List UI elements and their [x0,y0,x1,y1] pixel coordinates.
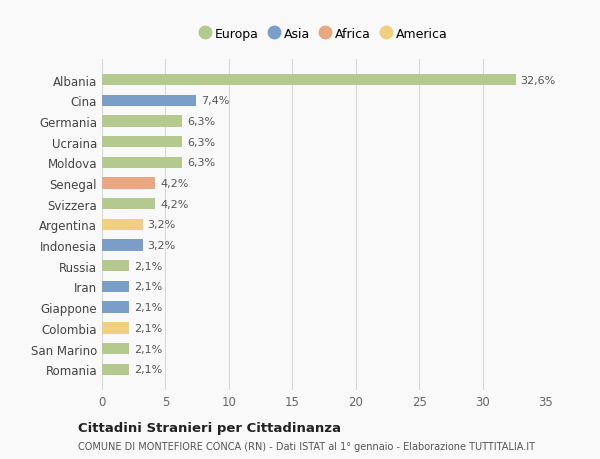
Text: 7,4%: 7,4% [201,96,229,106]
Bar [102,261,128,272]
Bar [102,281,128,292]
Bar [102,240,143,251]
Bar [102,75,515,86]
Text: Cittadini Stranieri per Cittadinanza: Cittadini Stranieri per Cittadinanza [78,421,341,434]
Text: COMUNE DI MONTEFIORE CONCA (RN) - Dati ISTAT al 1° gennaio - Elaborazione TUTTIT: COMUNE DI MONTEFIORE CONCA (RN) - Dati I… [78,441,535,451]
Legend: Europa, Asia, Africa, America: Europa, Asia, Africa, America [195,23,453,46]
Text: 2,1%: 2,1% [134,282,162,292]
Text: 3,2%: 3,2% [148,241,176,251]
Text: 4,2%: 4,2% [160,199,189,209]
Text: 2,1%: 2,1% [134,344,162,354]
Bar [102,364,128,375]
Bar [102,302,128,313]
Bar [102,199,155,210]
Text: 2,1%: 2,1% [134,261,162,271]
Text: 2,1%: 2,1% [134,302,162,313]
Bar [102,157,182,168]
Text: 3,2%: 3,2% [148,220,176,230]
Text: 2,1%: 2,1% [134,364,162,375]
Text: 6,3%: 6,3% [187,117,215,127]
Bar [102,137,182,148]
Bar [102,178,155,189]
Bar [102,116,182,127]
Bar [102,95,196,106]
Text: 2,1%: 2,1% [134,323,162,333]
Bar [102,219,143,230]
Text: 6,3%: 6,3% [187,158,215,168]
Text: 6,3%: 6,3% [187,137,215,147]
Text: 4,2%: 4,2% [160,179,189,189]
Bar [102,343,128,354]
Text: 32,6%: 32,6% [521,75,556,85]
Bar [102,323,128,334]
